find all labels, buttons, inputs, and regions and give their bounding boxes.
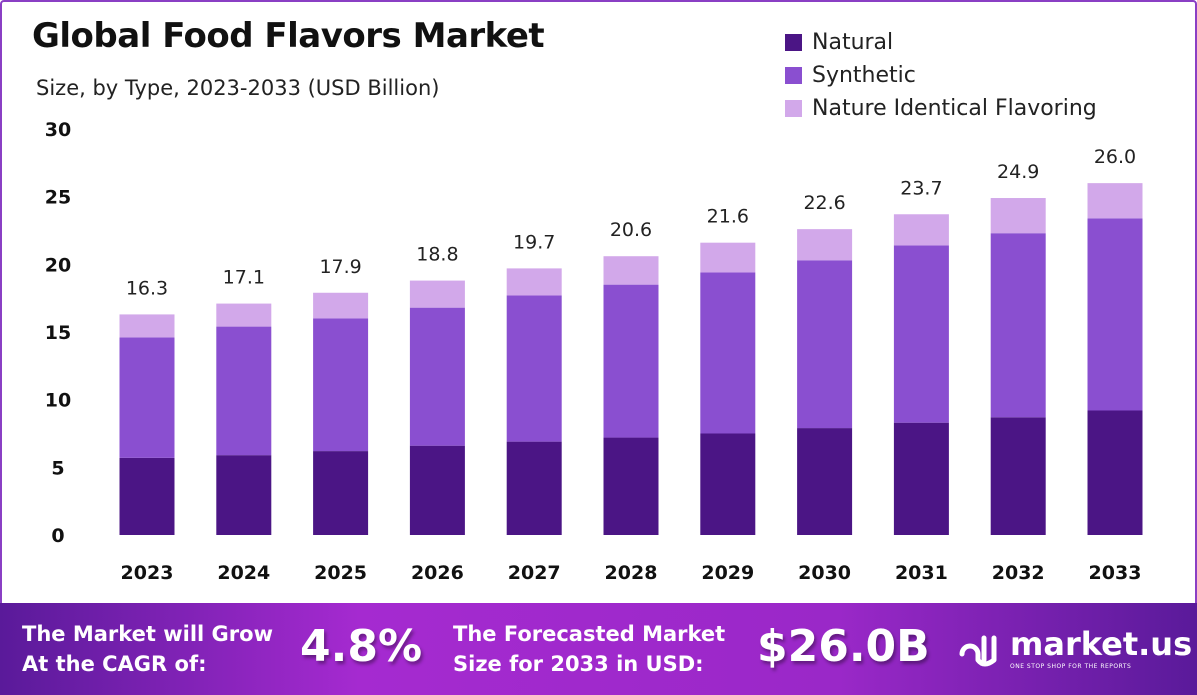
bar-segment-synthetic	[216, 326, 272, 456]
bar-segment-nature-identical-flavoring	[797, 229, 853, 261]
x-tick-label: 2025	[314, 562, 367, 584]
bar-segment-natural	[603, 437, 659, 535]
bar-segment-synthetic	[1087, 218, 1143, 411]
bar-segment-natural	[409, 445, 465, 535]
forecast-label: The Forecasted Market Size for 2033 in U…	[453, 619, 725, 679]
x-tick-label: 2026	[411, 562, 464, 584]
x-tick-label: 2029	[701, 562, 754, 584]
data-label-total: 16.3	[126, 277, 168, 299]
bar-segment-nature-identical-flavoring	[216, 303, 272, 327]
y-tick-label: 0	[51, 525, 64, 547]
bar-chart: 05101520253016.3202317.1202417.9202518.8…	[45, 119, 1143, 584]
cagr-label: The Market will Grow At the CAGR of:	[22, 619, 273, 679]
x-tick-label: 2030	[798, 562, 851, 584]
x-tick-label: 2023	[121, 562, 174, 584]
bar-segment-nature-identical-flavoring	[893, 214, 949, 246]
y-tick-label: 25	[45, 187, 71, 209]
data-label-total: 17.9	[319, 256, 361, 278]
y-tick-label: 10	[45, 390, 71, 412]
bar-segment-natural	[893, 422, 949, 535]
bar-segment-nature-identical-flavoring	[990, 198, 1046, 234]
x-tick-label: 2031	[895, 562, 948, 584]
legend: Natural Synthetic Nature Identical Flavo…	[785, 26, 1097, 125]
bar-segment-nature-identical-flavoring	[313, 292, 369, 319]
x-tick-label: 2033	[1089, 562, 1142, 584]
y-tick-label: 5	[51, 457, 64, 479]
data-label-total: 18.8	[416, 244, 458, 266]
legend-label: Natural	[812, 30, 894, 55]
chart-title: Global Food Flavors Market	[32, 16, 545, 56]
y-tick-label: 15	[45, 322, 71, 344]
legend-item-nature-identical: Nature Identical Flavoring	[785, 92, 1097, 125]
data-label-total: 20.6	[610, 219, 652, 241]
bar-segment-natural	[1087, 410, 1143, 535]
legend-swatch	[785, 100, 802, 117]
bar-segment-nature-identical-flavoring	[603, 256, 659, 285]
footer-banner: The Market will Grow At the CAGR of: 4.8…	[0, 603, 1197, 695]
forecast-value: $26.0B	[757, 621, 930, 672]
bar-segment-synthetic	[603, 284, 659, 438]
bar-segment-natural	[506, 441, 562, 535]
bar-segment-natural	[990, 417, 1046, 535]
bar-segment-synthetic	[797, 260, 853, 429]
data-label-total: 22.6	[803, 192, 845, 214]
data-label-total: 19.7	[513, 231, 555, 253]
data-label-total: 23.7	[900, 177, 942, 199]
legend-label: Synthetic	[812, 63, 916, 88]
x-tick-label: 2027	[508, 562, 561, 584]
bar-segment-synthetic	[119, 337, 175, 458]
bar-segment-nature-identical-flavoring	[700, 242, 756, 273]
bar-segment-natural	[797, 428, 853, 535]
y-tick-label: 20	[45, 254, 71, 276]
logo-icon	[959, 635, 997, 666]
legend-item-synthetic: Synthetic	[785, 59, 1097, 92]
x-tick-label: 2032	[992, 562, 1045, 584]
bar-segment-synthetic	[313, 318, 369, 452]
bar-segment-natural	[119, 457, 175, 535]
bar-segment-synthetic	[990, 233, 1046, 418]
legend-label: Nature Identical Flavoring	[812, 96, 1097, 121]
bar-segment-synthetic	[506, 295, 562, 442]
legend-item-natural: Natural	[785, 26, 1097, 59]
cagr-value: 4.8%	[300, 621, 423, 672]
logo-tagline: ONE STOP SHOP FOR THE REPORTS	[1010, 663, 1132, 670]
chart-subtitle: Size, by Type, 2023-2033 (USD Billion)	[36, 76, 440, 100]
bar-segment-natural	[700, 433, 756, 535]
cagr-label-line2: At the CAGR of:	[22, 652, 207, 676]
bar-segment-nature-identical-flavoring	[119, 314, 175, 338]
bar-segment-synthetic	[409, 307, 465, 446]
data-label-total: 24.9	[997, 161, 1039, 183]
bar-segment-nature-identical-flavoring	[506, 268, 562, 296]
cagr-label-line1: The Market will Grow	[22, 622, 273, 646]
bar-segment-synthetic	[700, 272, 756, 434]
x-tick-label: 2028	[605, 562, 658, 584]
logo-text: market.us	[1010, 625, 1193, 663]
bar-segment-natural	[216, 455, 272, 535]
legend-swatch	[785, 34, 802, 51]
y-tick-label: 30	[45, 119, 71, 141]
forecast-label-line2: Size for 2033 in USD:	[453, 652, 704, 676]
data-label-total: 26.0	[1094, 146, 1136, 168]
data-label-total: 21.6	[707, 206, 749, 228]
legend-swatch	[785, 67, 802, 84]
x-tick-label: 2024	[217, 562, 270, 584]
forecast-label-line1: The Forecasted Market	[453, 622, 726, 646]
bar-segment-nature-identical-flavoring	[409, 280, 465, 308]
data-label-total: 17.1	[223, 267, 265, 289]
bar-segment-natural	[313, 451, 369, 535]
marketus-logo: market.us ONE STOP SHOP FOR THE REPORTS	[958, 625, 1192, 670]
bar-segment-synthetic	[893, 245, 949, 423]
bar-segment-nature-identical-flavoring	[1087, 183, 1143, 219]
